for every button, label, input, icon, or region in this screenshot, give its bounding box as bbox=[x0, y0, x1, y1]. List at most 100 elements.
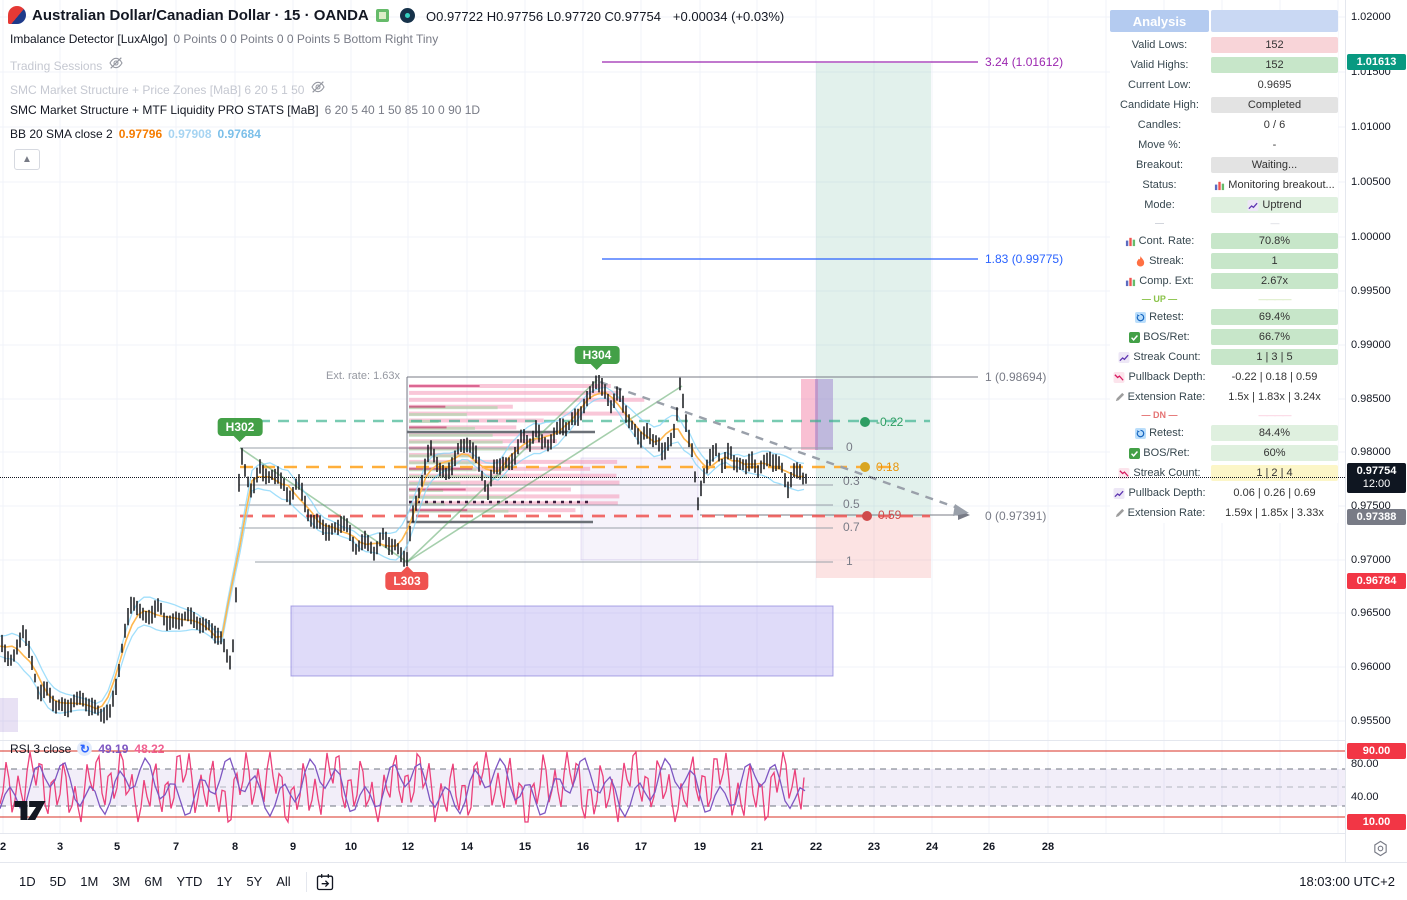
indicator-title[interactable]: RSI 3 close bbox=[10, 741, 72, 756]
indicator-title[interactable]: Trading Sessions bbox=[10, 58, 103, 73]
rsi-badge-upper: 90.00 bbox=[1347, 743, 1406, 759]
eye-off-icon[interactable] bbox=[108, 55, 124, 76]
analysis-row-value: 1 | 3 | 5 bbox=[1211, 349, 1338, 365]
fib-level-1: 1 bbox=[846, 554, 853, 568]
legend-collapse-button[interactable]: ▲ bbox=[14, 149, 40, 170]
bb-upper-value: 0.97908 bbox=[168, 127, 212, 141]
analysis-row-label: Retest: bbox=[1110, 311, 1209, 323]
toolbar-divider bbox=[305, 871, 307, 892]
axis-settings-gear-icon[interactable] bbox=[1372, 840, 1389, 862]
analysis-row-value: 0.9695 bbox=[1257, 79, 1292, 91]
range-button-all[interactable]: All bbox=[276, 874, 291, 889]
trend-icon bbox=[1118, 351, 1130, 363]
bars-icon bbox=[1125, 276, 1136, 287]
price-axis-label: 1.00000 bbox=[1351, 231, 1391, 243]
analysis-row-label: Streak: bbox=[1110, 255, 1209, 267]
time-axis-label: 19 bbox=[693, 841, 707, 853]
analysis-row-value: 69.4% bbox=[1211, 309, 1338, 325]
fib-0-label: 0 (0.97391) bbox=[985, 509, 1047, 523]
range-button-1m[interactable]: 1M bbox=[80, 874, 99, 889]
analysis-row-value: 1.5x | 1.83x | 3.24x bbox=[1228, 391, 1321, 403]
analysis-row-label: Pullback Depth: bbox=[1110, 371, 1209, 383]
pivot-low-label: L303 bbox=[385, 572, 429, 590]
time-axis-label: 21 bbox=[750, 841, 764, 853]
analysis-header: Analysis bbox=[1110, 10, 1338, 32]
analysis-row: Streak: 1 bbox=[1110, 251, 1338, 271]
range-button-5y[interactable]: 5Y bbox=[246, 874, 263, 889]
pivot-high-label: H304 bbox=[574, 346, 620, 364]
go-to-date-icon[interactable] bbox=[315, 872, 335, 892]
analysis-row-value: 66.7% bbox=[1211, 329, 1338, 345]
analysis-row-label: Pullback Depth: bbox=[1110, 487, 1209, 499]
analysis-row-label: Comp. Ext: bbox=[1110, 275, 1209, 287]
price-axis-label: 1.02000 bbox=[1351, 11, 1391, 23]
time-axis-label: 14 bbox=[460, 841, 474, 853]
price-axis-label: 0.95500 bbox=[1351, 715, 1391, 727]
trend-icon bbox=[1247, 199, 1259, 211]
range-button-6m[interactable]: 6M bbox=[144, 874, 163, 889]
tradingview-logo[interactable] bbox=[14, 801, 46, 825]
indicator-row-smc-zones[interactable]: SMC Market Structure + Price Zones [MaB]… bbox=[10, 79, 326, 100]
downtrend-icon bbox=[1113, 371, 1125, 383]
rsi-axis-label: 40.00 bbox=[1351, 791, 1379, 803]
analysis-row-label: Candidate High: bbox=[1120, 99, 1199, 111]
analysis-row: BOS/Ret: 60% bbox=[1110, 443, 1338, 463]
analysis-row: Extension Rate: 1.59x | 1.85x | 3.33x bbox=[1110, 503, 1338, 523]
range-button-1d[interactable]: 1D bbox=[19, 874, 36, 889]
time-axis-label: 28 bbox=[1041, 841, 1055, 853]
range-button-5d[interactable]: 5D bbox=[49, 874, 67, 889]
analysis-row: Pullback Depth: -0.22 | 0.18 | 0.59 bbox=[1110, 367, 1338, 387]
analysis-row: Cont. Rate: 70.8% bbox=[1110, 231, 1338, 251]
pullback-marker-yellow-icon bbox=[860, 462, 870, 472]
analysis-row: Streak Count: 1 | 3 | 5 bbox=[1110, 347, 1338, 367]
price-axis-label: 1.01000 bbox=[1351, 121, 1391, 133]
market-status-icon[interactable] bbox=[376, 9, 389, 22]
analysis-header-spacer bbox=[1211, 10, 1338, 32]
price-axis-label: 0.98000 bbox=[1351, 446, 1391, 458]
time-axis-label: 23 bbox=[867, 841, 881, 853]
price-badge-high: 1.01613 bbox=[1347, 54, 1406, 70]
range-button-ytd[interactable]: YTD bbox=[176, 874, 203, 889]
indicator-title[interactable]: BB 20 SMA close 2 bbox=[10, 127, 113, 141]
symbol-title[interactable]: Australian Dollar/Canadian Dollar · 15 ·… bbox=[32, 6, 369, 24]
session-clock[interactable]: 18:03:00 UTC+2 bbox=[1299, 874, 1395, 889]
indicator-row-imbalance[interactable]: Imbalance Detector [LuxAlgo] 0 Points 0 … bbox=[10, 32, 438, 46]
data-feed-icon[interactable] bbox=[400, 8, 415, 23]
range-button-3m[interactable]: 3M bbox=[112, 874, 131, 889]
last-price-line bbox=[0, 477, 1345, 478]
symbol-logo-icon bbox=[8, 6, 26, 24]
analysis-row: Retest: 84.4% bbox=[1110, 423, 1338, 443]
analysis-panel: Analysis Valid Lows: 152 Valid Highs: 152… bbox=[1110, 10, 1338, 523]
rsi-plot bbox=[0, 750, 806, 825]
indicator-title[interactable]: Imbalance Detector [LuxAlgo] bbox=[10, 32, 168, 46]
indicator-title[interactable]: SMC Market Structure + MTF Liquidity PRO… bbox=[10, 103, 319, 117]
analysis-row-value: - bbox=[1272, 139, 1277, 151]
indicator-row-smc-stats[interactable]: SMC Market Structure + MTF Liquidity PRO… bbox=[10, 103, 480, 117]
change-value: +0.00034 (+0.03%) bbox=[672, 9, 785, 24]
analysis-row: Retest: 69.4% bbox=[1110, 307, 1338, 327]
analysis-row: Status: Monitoring breakout... bbox=[1110, 175, 1338, 195]
price-chart-canvas[interactable] bbox=[0, 0, 1345, 833]
time-axis[interactable]: 2 3 5 7 8 9 10 12 14 15 16 17 19 21 22 23 24 26 28 bbox=[0, 833, 1345, 863]
bars-icon bbox=[1125, 236, 1136, 247]
symbol-legend-row[interactable]: Australian Dollar/Canadian Dollar · 15 ·… bbox=[8, 6, 369, 24]
indicator-row-bb[interactable]: BB 20 SMA close 2 0.97796 0.97908 0.9768… bbox=[10, 127, 261, 141]
analysis-row: Extension Rate: 1.5x | 1.83x | 3.24x bbox=[1110, 387, 1338, 407]
pane-divider[interactable] bbox=[0, 740, 1345, 741]
price-axis-label: 0.96500 bbox=[1351, 607, 1391, 619]
analysis-row: BOS/Ret: 66.7% bbox=[1110, 327, 1338, 347]
analysis-row: Move %: - bbox=[1110, 135, 1338, 155]
range-button-1y[interactable]: 1Y bbox=[216, 874, 233, 889]
rsi-legend-row[interactable]: RSI 3 close ↻ 49.19 48.22 bbox=[10, 741, 164, 756]
analysis-row-value: 152 bbox=[1211, 57, 1338, 73]
analysis-row-label: Valid Lows: bbox=[1131, 39, 1188, 51]
analysis-row-label: Move %: bbox=[1138, 139, 1181, 151]
analysis-row-value: 1 bbox=[1211, 253, 1338, 269]
fib-1-label: 1 (0.98694) bbox=[985, 370, 1047, 384]
indicator-title[interactable]: SMC Market Structure + Price Zones [MaB]… bbox=[10, 82, 305, 97]
price-axis[interactable]: 1.02000 1.01500 1.01000 1.00500 1.00000 0.995… bbox=[1345, 0, 1407, 862]
eye-off-icon[interactable] bbox=[310, 79, 326, 100]
rsi-badge-lower: 10.00 bbox=[1347, 814, 1406, 830]
indicator-row-sessions[interactable]: Trading Sessions bbox=[10, 55, 124, 76]
time-axis-label: 16 bbox=[576, 841, 590, 853]
